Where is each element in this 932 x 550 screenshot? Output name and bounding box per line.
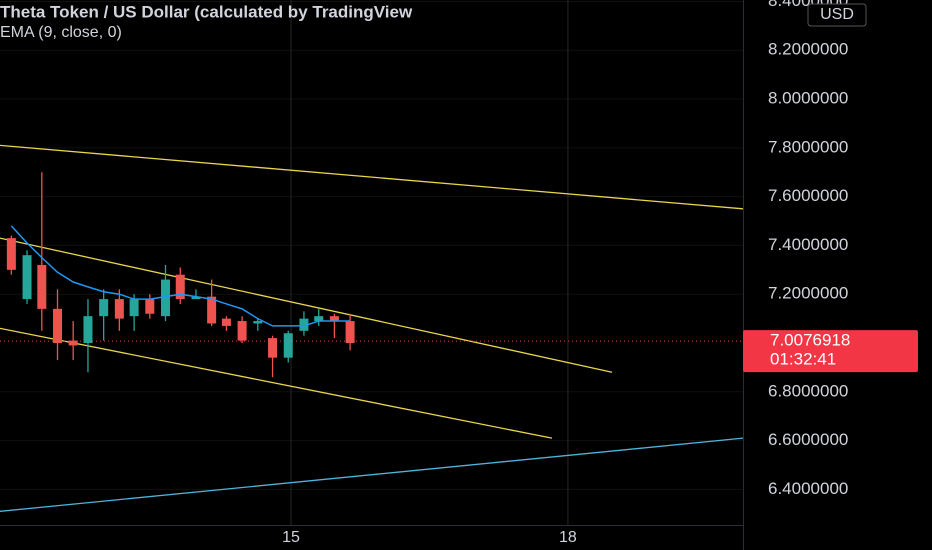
last-price-label: 7.0076918 xyxy=(770,331,850,350)
candle-body xyxy=(221,318,231,326)
indicator-label: EMA (9, close, 0) xyxy=(0,24,122,41)
trend-line xyxy=(0,237,613,373)
candle-body xyxy=(68,340,78,346)
candle-body xyxy=(175,274,185,300)
y-tick-label: 7.2000000 xyxy=(768,284,848,303)
y-tick-label: 7.6000000 xyxy=(768,186,848,205)
trend-line xyxy=(0,327,553,439)
candle-body xyxy=(129,299,139,317)
currency-box xyxy=(807,3,867,27)
candle-body xyxy=(83,316,93,344)
candle-body xyxy=(237,321,247,341)
candle-body xyxy=(160,279,170,317)
candle-body xyxy=(37,264,47,309)
candle-body xyxy=(329,316,339,322)
y-tick-label: 6.8000000 xyxy=(768,381,848,400)
candle-body xyxy=(283,333,293,358)
trend-line xyxy=(0,437,744,512)
candle-body xyxy=(314,316,324,322)
time-axis xyxy=(0,525,743,550)
currency-label: USD xyxy=(820,6,854,23)
candle-body xyxy=(145,299,155,314)
chart-title: Theta Token / US Dollar (calculated by T… xyxy=(0,2,413,21)
y-tick-label: 8.0000000 xyxy=(768,89,848,108)
candle-body xyxy=(53,308,63,344)
candle-body xyxy=(299,318,309,331)
candle-body xyxy=(191,296,201,300)
ema-line xyxy=(10,225,351,327)
y-tick-label: 8.2000000 xyxy=(768,40,848,59)
y-tick-label: 6.4000000 xyxy=(768,479,848,498)
countdown-label: 01:32:41 xyxy=(770,350,836,369)
candle-body xyxy=(207,296,217,324)
y-tick-label: 6.6000000 xyxy=(768,430,848,449)
candle-body xyxy=(345,321,355,344)
x-tick-label: 18 xyxy=(559,529,577,546)
price-box xyxy=(743,330,918,373)
price-axis xyxy=(743,0,932,550)
candle-body xyxy=(6,238,16,270)
trend-line xyxy=(0,144,744,210)
candle-body xyxy=(114,299,124,319)
x-tick-label: 15 xyxy=(282,529,300,546)
y-tick-label: 7.4000000 xyxy=(768,235,848,254)
y-tick-label: 7.8000000 xyxy=(768,137,848,156)
candle-body xyxy=(268,338,278,358)
candle-body xyxy=(99,299,109,317)
candle-body xyxy=(253,321,263,324)
candle-body xyxy=(22,255,32,300)
